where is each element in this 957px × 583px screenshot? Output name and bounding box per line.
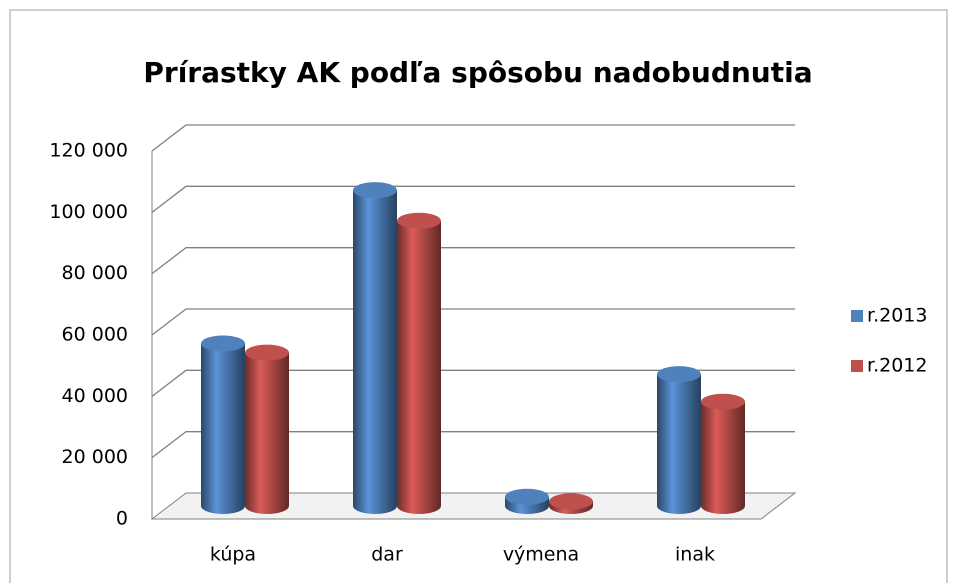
legend-label: r.2012 [867,355,927,377]
bar-top [245,344,289,361]
y-tick-label: 120 000 [49,140,128,162]
grid-line [151,369,795,397]
bar-body [397,220,441,515]
y-tick-label: 40 000 [62,385,128,407]
chart-frame [9,9,948,583]
bar-top [397,212,441,229]
floor [150,492,797,520]
bar [201,335,245,514]
x-tick-label: kúpa [210,544,256,566]
grid-line [151,185,795,213]
grid-line [151,308,795,336]
x-tick-label: dar [371,544,403,566]
legend-swatch [851,310,863,322]
grid-line [151,431,795,459]
bar-top [505,488,549,505]
bar-top [353,182,397,199]
bar-top [701,393,745,410]
bar [353,182,397,514]
legend-label: r.2013 [867,305,927,327]
y-tick-label: 100 000 [49,201,128,223]
bar-top [549,493,593,510]
y-tick-label: 60 000 [62,324,128,346]
x-tick-label: inak [675,544,715,566]
y-tick-label: 80 000 [62,262,128,284]
bar [549,493,593,514]
bar-top [657,366,701,383]
bar [397,212,441,515]
bar-body [245,352,289,514]
bar [701,393,745,514]
bar-body [353,190,397,514]
grid-line [151,247,795,275]
bar [505,488,549,514]
x-tick-label: výmena [503,544,579,566]
chart-title: Prírastky AK podľa spôsobu nadobudnutia [143,56,812,89]
legend-swatch [851,360,863,372]
y-tick-label: 0 [116,508,128,530]
grid-line [151,124,795,152]
bar-body [201,343,245,514]
bar [245,344,289,514]
bar-body [657,374,701,514]
bar-top [201,335,245,352]
bar-body [701,401,745,514]
bar [657,366,701,514]
y-tick-label: 20 000 [62,446,128,468]
